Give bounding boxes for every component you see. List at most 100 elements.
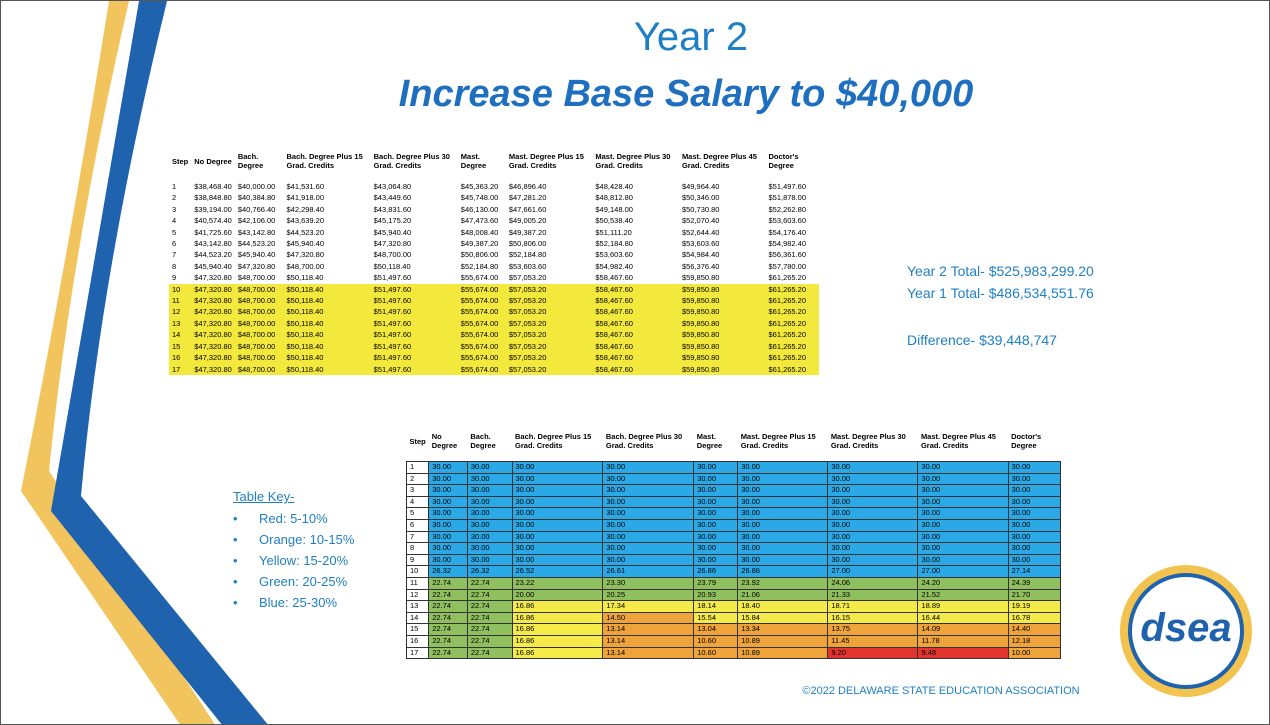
cell: 30.00 [1007,495,1062,509]
step-cell: 4 [405,495,430,509]
cell: 22.74 [466,588,513,602]
cell: 10.89 [737,634,829,648]
cell: 30.00 [693,461,739,474]
column-header: Mast. Degree Plus 15 Grad. Credits [740,432,816,450]
key-item: Red: 5-10% [233,508,354,529]
cell: 23.92 [737,576,829,590]
cell: 30.00 [602,507,695,520]
cell: 30.00 [693,484,739,497]
cell: 21.52 [917,588,1009,602]
cell: $57,053.20 [508,364,547,374]
cell: 11.78 [917,634,1009,648]
cell: 30.00 [737,484,829,497]
row: 11 22.74 22.74 23.22 23.30 23.79 23.92 24.06 24.… [405,576,1062,590]
cell: 16.86 [511,646,604,660]
key-title: Table Key- [233,489,295,504]
cell: $48,812.80 [595,193,633,203]
cell: 13.75 [827,623,919,636]
cell: 30.00 [1007,484,1062,497]
cell: 22.74 [428,576,468,590]
cell: 16.15 [827,611,919,625]
column-header: Bach. Degree Plus 15 Grad. Credits [286,152,363,170]
cell: 30.00 [827,495,919,509]
cell: 30.00 [737,461,829,474]
cell: 30.00 [428,553,468,567]
step-cell: 17 [405,646,430,660]
cell: 20.93 [693,588,739,602]
cell: $47,320.80 [237,261,276,271]
cell: 30.00 [602,553,695,567]
step-cell: 8 [405,542,430,555]
row: 13 $47,320.80 $48,700.00 $50,118.40 $51,497.… [169,317,819,330]
summary-line: Year 1 Total- $486,534,551.76 [907,285,1094,301]
step-cell: 11 [172,296,180,306]
cell: 30.00 [693,472,739,486]
cell: 13.04 [693,623,739,636]
row: 11 $47,320.80 $48,700.00 $50,118.40 $51,497.… [169,295,819,307]
cell: 30.00 [511,472,604,486]
row: 7 30.00 30.00 30.00 30.00 30.00 30.00 30.00 30.0… [405,530,1062,544]
cell: 22.74 [466,646,513,660]
cell: 30.00 [737,542,829,555]
step-cell: 17 [172,364,181,374]
row: 2 30.00 30.00 30.00 30.00 30.00 30.00 30.00 30.0… [405,472,1062,486]
row: 15 22.74 22.74 16.86 13.14 13.04 13.34 13.75 14.… [405,623,1062,636]
cell: 30.00 [917,495,1009,509]
row: 9 30.00 30.00 30.00 30.00 30.00 30.00 30.00 30.0… [405,553,1062,567]
cell: 30.00 [917,472,1009,486]
cell: 27.00 [917,565,1009,578]
cell: 26.86 [737,565,829,578]
cell: $48,700.00 [237,284,276,294]
step-cell: 8 [172,261,177,271]
cell: 30.00 [602,461,695,474]
cell: 30.00 [428,461,468,474]
step-cell: 3 [172,204,177,214]
cell: 30.00 [511,495,604,509]
cell: $50,730.80 [681,204,720,214]
cell: $58,467.60 [595,273,633,283]
cell: $50,118.40 [286,353,324,363]
cell: 30.00 [428,484,468,497]
cell: 20.25 [602,588,695,602]
cell: $41,918.00 [286,193,325,203]
cell: 30.00 [917,518,1009,532]
cell: $48,700.00 [237,273,276,283]
cell: 30.00 [737,472,829,486]
cell: 13.14 [602,623,695,636]
cell: 22.74 [428,588,468,602]
cell: $48,700.00 [237,353,276,363]
step-cell: 14 [405,611,430,625]
cell: 23.22 [511,576,604,590]
cell: $50,118.40 [286,341,324,351]
cell: 30.00 [511,542,604,555]
cell: $53,603.60 [595,250,633,260]
cell: $45,940.40 [237,250,276,260]
cell: 30.00 [827,484,919,497]
cell: 30.00 [1007,542,1062,555]
cell: 30.00 [466,495,513,509]
cell: $52,184.80 [595,239,633,249]
step-cell: 7 [172,250,177,260]
cell: 30.00 [737,495,829,509]
cell: $61,265.20 [768,341,807,351]
cell: $51,497.60 [373,330,412,340]
cell: 21.70 [1007,588,1062,602]
cell: $48,700.00 [237,341,276,351]
cell: $52,070.40 [681,216,720,226]
cell: $47,473.60 [460,216,499,226]
row: 17 22.74 22.74 16.86 13.14 10.60 10.89 9.20 9.48… [405,646,1062,660]
cell: $49,964.40 [681,182,720,191]
step-cell: 6 [172,239,177,249]
cell: 22.74 [428,634,468,648]
cell: 18.89 [917,600,1009,613]
cell: 22.74 [428,611,468,625]
cell: $40,574.40 [194,216,232,226]
cell: $61,265.20 [768,330,807,340]
cell: 14.50 [602,611,695,625]
cell: $57,053.20 [508,296,547,306]
cell: 30.00 [511,518,604,532]
cell: $50,118.40 [286,330,324,340]
cell: $58,467.60 [595,353,633,363]
yellow-stripe [21,1,215,724]
cell: $61,265.20 [768,353,807,363]
